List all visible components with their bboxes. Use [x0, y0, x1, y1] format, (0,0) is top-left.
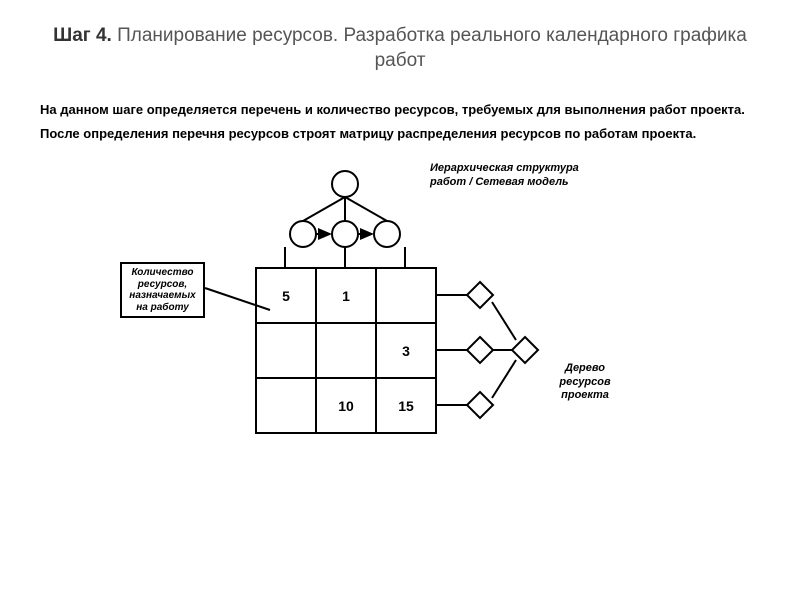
diagram-svg: [120, 162, 680, 472]
title-bold: Шаг 4.: [53, 25, 112, 46]
diagram: Количество ресурсов, назначаемых на рабо…: [120, 162, 680, 472]
title-rest: Планирование ресурсов. Разработка реальн…: [112, 25, 747, 71]
para-2: После определения перечня ресурсов строя…: [40, 125, 760, 143]
slide-title: Шаг 4. Планирование ресурсов. Разработка…: [40, 24, 760, 73]
body-text: На данном шаге определяется перечень и к…: [40, 101, 760, 142]
para-1: На данном шаге определяется перечень и к…: [40, 101, 760, 119]
